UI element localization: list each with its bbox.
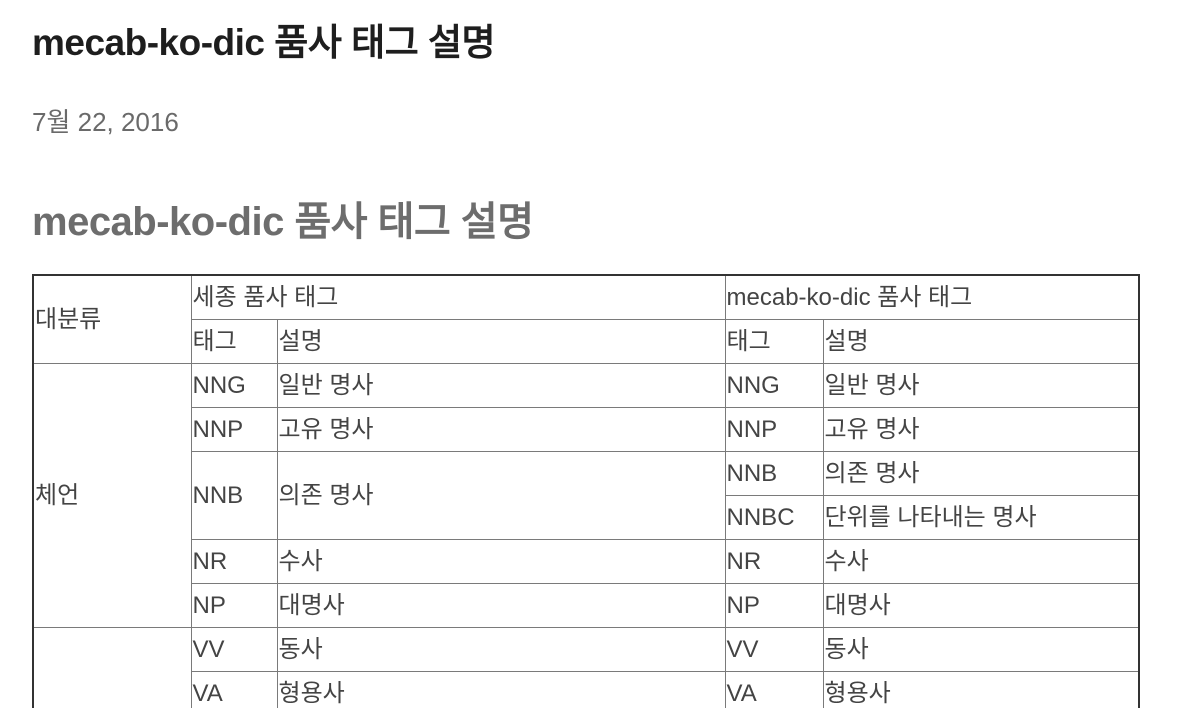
- table-row: VV 동사 VV 동사: [32, 627, 1140, 708]
- table-subheader-row: 태그 설명 태그 설명: [33, 319, 1140, 364]
- mecab-desc-cell: 동사: [822, 627, 1140, 672]
- sejong-tag-cell: VV: [190, 627, 278, 672]
- major-category-header: 대분류: [32, 274, 192, 364]
- sejong-desc-cell: 동사: [276, 627, 726, 672]
- sejong-tag-cell: NP: [190, 583, 278, 628]
- section-heading: mecab-ko-dic 품사 태그 설명: [32, 200, 534, 244]
- group-cell-che-eon: 체언: [32, 363, 192, 628]
- mecab-tag-cell: NNG: [724, 363, 824, 408]
- mecab-tag-cell: VA: [724, 671, 824, 708]
- sejong-tag-cell: NR: [190, 539, 278, 584]
- mecab-desc-cell: 대명사: [822, 583, 1140, 628]
- mecab-desc-cell: 단위를 나타내는 명사: [822, 495, 1140, 540]
- table-row: NNB 의존 명사 NNB 의존 명사: [33, 451, 1140, 540]
- sejong-desc-cell: 형용사: [276, 671, 726, 708]
- sejong-tag-col-header: 태그: [190, 319, 278, 364]
- mecab-desc-col-header: 설명: [822, 319, 1140, 364]
- sejong-desc-cell: 고유 명사: [276, 407, 726, 452]
- table-row: NNBC 단위를 나타내는 명사: [33, 495, 1140, 540]
- mecab-tag-cell: NNP: [724, 407, 824, 452]
- mecab-desc-cell: 형용사: [822, 671, 1140, 708]
- mecab-tag-cell: NNB: [724, 451, 824, 496]
- sejong-desc-cell: 대명사: [276, 583, 726, 628]
- mecab-tag-cell: VV: [724, 627, 824, 672]
- post-date: 7월 22, 2016: [32, 107, 179, 137]
- sejong-desc-col-header: 설명: [276, 319, 726, 364]
- mecab-desc-cell: 수사: [822, 539, 1140, 584]
- mecab-header: mecab-ko-dic 품사 태그: [724, 274, 1140, 320]
- page-title: mecab-ko-dic 품사 태그 설명: [32, 22, 496, 63]
- mecab-tag-cell: NR: [724, 539, 824, 584]
- mecab-desc-cell: 고유 명사: [822, 407, 1140, 452]
- mecab-desc-cell: 일반 명사: [822, 363, 1140, 408]
- sejong-tag-cell: NNP: [190, 407, 278, 452]
- table-header-row: 대분류 세종 품사 태그 mecab-ko-dic 품사 태그: [32, 274, 1140, 364]
- sejong-desc-cell: 의존 명사: [276, 451, 726, 540]
- sejong-tag-cell: NNG: [190, 363, 278, 408]
- mecab-tag-cell: NNBC: [724, 495, 824, 540]
- group-cell-yong-eon: [32, 627, 192, 708]
- mecab-desc-cell: 의존 명사: [822, 451, 1140, 496]
- pos-tag-table: 대분류 세종 품사 태그 mecab-ko-dic 품사 태그 태그 설명 태그…: [32, 274, 1141, 708]
- table-row: VA 형용사 VA 형용사: [33, 671, 1140, 708]
- mecab-tag-cell: NP: [724, 583, 824, 628]
- table-row: NNP 고유 명사 NNP 고유 명사: [33, 407, 1140, 452]
- sejong-tag-cell: VA: [190, 671, 278, 708]
- table-row: 체언 NNG 일반 명사 NNG 일반 명사: [32, 363, 1140, 628]
- mecab-tag-col-header: 태그: [724, 319, 824, 364]
- sejong-desc-cell: 일반 명사: [276, 363, 726, 408]
- table-row: NP 대명사 NP 대명사: [33, 583, 1140, 628]
- sejong-desc-cell: 수사: [276, 539, 726, 584]
- table-row: NR 수사 NR 수사: [33, 539, 1140, 584]
- sejong-tag-cell: NNB: [190, 451, 278, 540]
- sejong-header: 세종 품사 태그: [190, 274, 726, 320]
